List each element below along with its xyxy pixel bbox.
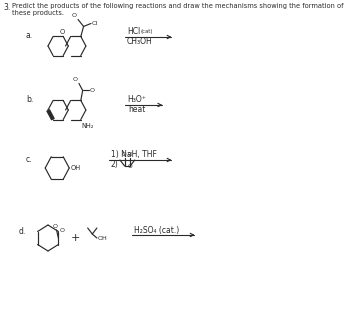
Text: OH: OH xyxy=(97,236,107,241)
Text: O: O xyxy=(59,228,64,233)
Text: O: O xyxy=(72,13,77,19)
Text: OH: OH xyxy=(70,165,80,171)
Text: Cl: Cl xyxy=(91,21,98,26)
Text: CH₃OH: CH₃OH xyxy=(126,38,152,46)
Text: O: O xyxy=(73,78,78,82)
Text: O: O xyxy=(60,29,65,35)
Text: 3.: 3. xyxy=(4,3,11,12)
Text: H₂SO₄ (cat.): H₂SO₄ (cat.) xyxy=(134,225,179,234)
Text: d.: d. xyxy=(19,228,26,237)
Text: 2): 2) xyxy=(111,161,119,170)
Text: +: + xyxy=(71,233,81,243)
Text: b.: b. xyxy=(26,95,33,104)
Text: NH₂: NH₂ xyxy=(82,122,94,129)
Text: O: O xyxy=(128,163,132,169)
Text: O: O xyxy=(90,88,95,93)
Text: O: O xyxy=(128,152,132,157)
Text: Predict the products of the following reactions and draw the mechanisms showing : Predict the products of the following re… xyxy=(12,3,343,16)
Text: O: O xyxy=(121,152,126,157)
Text: 1) NaH, THF: 1) NaH, THF xyxy=(111,150,157,160)
Text: H₃O⁺: H₃O⁺ xyxy=(127,95,146,104)
Text: HCl: HCl xyxy=(127,28,141,37)
Text: heat: heat xyxy=(128,105,146,114)
Text: O: O xyxy=(53,224,58,229)
Text: (cat): (cat) xyxy=(140,29,153,34)
Text: c.: c. xyxy=(26,156,32,165)
Text: a.: a. xyxy=(26,30,33,39)
